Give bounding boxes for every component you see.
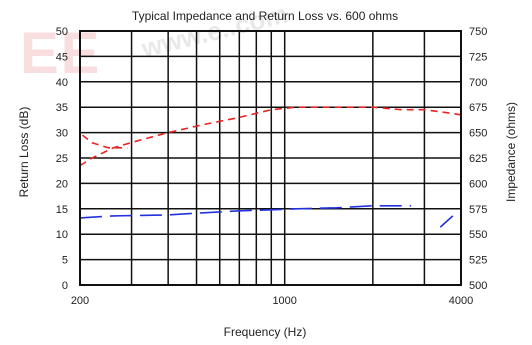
chart-title: Typical Impedance and Return Loss vs. 60… (132, 9, 398, 23)
y-tick-label: 30 (56, 128, 68, 140)
series-line-3 (439, 215, 454, 228)
y2-tick-labels: 500 525 550 575 600 625 650 675 700 725 750 (469, 26, 487, 292)
y2-tick-label: 725 (469, 51, 487, 63)
plot-frame (79, 30, 462, 286)
y2-tick-label: 750 (469, 26, 487, 38)
y-tick-label: 20 (56, 178, 68, 190)
series-line-1 (81, 134, 128, 149)
y-tick-label: 35 (56, 102, 68, 114)
y-tick-label: 5 (62, 255, 68, 267)
y-tick-label: 25 (56, 153, 68, 165)
y-tick-label: 40 (56, 77, 68, 89)
chart-series (79, 106, 462, 228)
x-tick-label: 4000 (449, 295, 473, 307)
y2-tick-label: 700 (469, 77, 487, 89)
chart-grid (79, 30, 462, 286)
y2-tick-label: 675 (469, 102, 487, 114)
y-tick-label: 45 (56, 51, 68, 63)
y2-tick-label: 600 (469, 178, 487, 190)
y-tick-label: 0 (62, 280, 68, 292)
y2-tick-label: 575 (469, 204, 487, 216)
y2-tick-label: 525 (469, 255, 487, 267)
x-tick-label: 200 (71, 295, 89, 307)
y2-tick-label: 650 (469, 128, 487, 140)
series-line-0 (79, 106, 462, 167)
y-tick-label: 50 (56, 26, 68, 38)
x-axis-label: Frequency (Hz) (224, 325, 307, 339)
x-tick-label: 1000 (272, 295, 296, 307)
y-axis-label: Return Loss (dB) (17, 107, 31, 198)
series-line-2 (79, 205, 411, 219)
y2-tick-label: 625 (469, 153, 487, 165)
y-tick-labels: 0 5 10 15 20 25 30 35 40 45 50 (56, 26, 68, 292)
y-tick-label: 10 (56, 229, 68, 241)
y2-tick-label: 500 (469, 280, 487, 292)
y2-tick-label: 550 (469, 229, 487, 241)
x-tick-labels: 200 1000 4000 (71, 295, 473, 307)
y2-axis-label: Impedance (ohms) (504, 102, 518, 202)
y-tick-label: 15 (56, 204, 68, 216)
